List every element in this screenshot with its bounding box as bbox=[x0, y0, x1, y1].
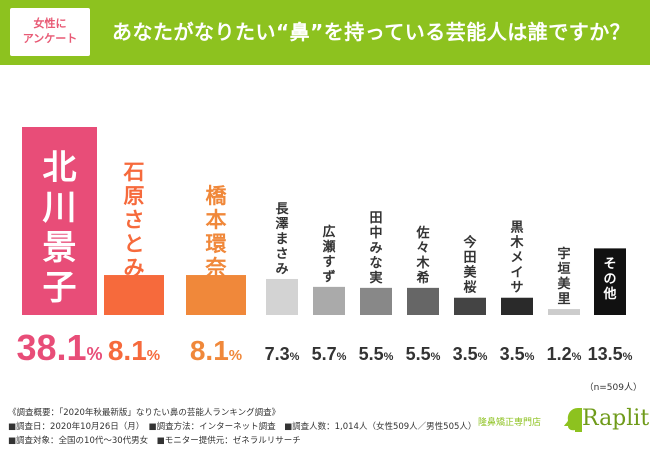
svg-text:垣: 垣 bbox=[557, 261, 570, 277]
bar-5 bbox=[313, 286, 345, 315]
svg-text:木: 木 bbox=[415, 255, 430, 271]
svg-text:中: 中 bbox=[369, 225, 382, 241]
svg-text:田: 田 bbox=[463, 251, 476, 266]
svg-text:環: 環 bbox=[206, 232, 228, 256]
bar-8 bbox=[454, 297, 486, 315]
svg-text:北: 北 bbox=[43, 148, 77, 188]
svg-text:実: 実 bbox=[369, 270, 382, 286]
svg-text:さ: さ bbox=[124, 208, 145, 232]
value-label-4: 7.3% bbox=[265, 344, 300, 364]
svg-text:里: 里 bbox=[557, 292, 570, 307]
badge-line-1: 女性に bbox=[33, 17, 67, 31]
survey-badge: 女性に アンケート bbox=[10, 8, 90, 56]
svg-text:す: す bbox=[322, 255, 335, 270]
svg-text:み: み bbox=[275, 262, 288, 277]
value-label-2: 8.1% bbox=[108, 335, 160, 366]
bar-1 bbox=[22, 127, 97, 315]
svg-text:広: 広 bbox=[322, 224, 335, 240]
svg-text:み: み bbox=[369, 241, 382, 256]
svg-text:々: 々 bbox=[416, 241, 429, 256]
value-label-11: 13.5% bbox=[588, 344, 633, 364]
bar-4 bbox=[266, 278, 298, 315]
bar-10 bbox=[548, 309, 580, 315]
nose-profile-icon bbox=[564, 408, 582, 432]
svg-text:黒: 黒 bbox=[510, 220, 523, 236]
svg-text:美: 美 bbox=[463, 265, 477, 281]
category-label-bg bbox=[594, 256, 626, 305]
page-title: あなたがなりたい“鼻”を持っている芸能人は誰ですか？ bbox=[112, 20, 631, 44]
svg-text:橋: 橋 bbox=[206, 184, 228, 208]
svg-text:今: 今 bbox=[462, 235, 477, 251]
svg-text:イ: イ bbox=[510, 266, 523, 281]
svg-text:美: 美 bbox=[557, 276, 571, 292]
survey-date-method: ■調査日：2020年10月26日（月） ■調査方法：インターネット調査 ■調査人… bbox=[8, 422, 477, 432]
svg-text:川: 川 bbox=[43, 188, 77, 228]
svg-text:希: 希 bbox=[416, 270, 429, 286]
value-label-1: 38.1% bbox=[16, 327, 102, 368]
svg-text:瀬: 瀬 bbox=[322, 239, 335, 255]
svg-text:な: な bbox=[369, 256, 382, 271]
svg-text:さ: さ bbox=[275, 247, 288, 262]
svg-text:石: 石 bbox=[123, 160, 145, 184]
svg-text:サ: サ bbox=[510, 281, 523, 296]
svg-text:原: 原 bbox=[124, 184, 145, 208]
survey-target: ■調査対象：全国の10代〜30代男女 ■モニター提供元：ゼネラルリサーチ bbox=[8, 436, 301, 446]
value-label-10: 1.2% bbox=[547, 344, 582, 364]
svg-text:そ: そ bbox=[603, 257, 616, 272]
svg-text:本: 本 bbox=[206, 208, 227, 232]
svg-text:田: 田 bbox=[369, 211, 382, 226]
value-label-8: 3.5% bbox=[453, 344, 488, 364]
category-label-11: その他 bbox=[594, 256, 626, 305]
bar-6 bbox=[360, 287, 392, 315]
bar-2 bbox=[104, 275, 164, 315]
svg-text:ず: ず bbox=[322, 269, 335, 285]
svg-text:木: 木 bbox=[509, 235, 524, 251]
svg-text:佐: 佐 bbox=[415, 225, 429, 241]
svg-text:澤: 澤 bbox=[275, 216, 288, 232]
svg-text:長: 長 bbox=[275, 202, 289, 217]
value-label-7: 5.5% bbox=[406, 344, 441, 364]
svg-text:ま: ま bbox=[275, 232, 288, 247]
svg-text:と: と bbox=[124, 232, 145, 256]
svg-text:の: の bbox=[603, 272, 616, 287]
svg-text:他: 他 bbox=[602, 286, 616, 302]
brand-tagline: 隆鼻矯正専門店 bbox=[478, 418, 542, 428]
svg-text:子: 子 bbox=[43, 268, 77, 308]
svg-text:奈: 奈 bbox=[205, 256, 228, 280]
svg-text:メ: メ bbox=[510, 251, 523, 266]
value-label-6: 5.5% bbox=[359, 344, 394, 364]
brand-name: Raplit bbox=[582, 406, 650, 431]
survey-summary: 《調査概要：「2020年秋最新版」なりたい鼻の芸能人ランキング調査》 bbox=[8, 408, 281, 418]
header-banner: 女性に アンケート あなたがなりたい“鼻”を持っている芸能人は誰ですか？ bbox=[0, 0, 650, 65]
bar-3 bbox=[186, 275, 246, 315]
svg-text:景: 景 bbox=[43, 228, 77, 268]
bar-9 bbox=[501, 297, 533, 315]
value-label-9: 3.5% bbox=[500, 344, 535, 364]
svg-text:み: み bbox=[124, 256, 145, 280]
bar-chart: 北川景子38.1%石原さとみ8.1%橋本環奈8.1%長澤まさみ7.3%広瀬すず5… bbox=[16, 127, 642, 393]
value-label-5: 5.7% bbox=[312, 344, 347, 364]
brand-logo: 隆鼻矯正専門店 Raplit bbox=[478, 404, 649, 436]
svg-text:宇: 宇 bbox=[557, 246, 570, 262]
value-label-3: 8.1% bbox=[190, 335, 242, 366]
badge-line-2: アンケート bbox=[22, 32, 78, 45]
sample-size-note: （n=509人） bbox=[585, 382, 642, 393]
bar-7 bbox=[407, 287, 439, 315]
svg-text:桜: 桜 bbox=[463, 280, 476, 296]
